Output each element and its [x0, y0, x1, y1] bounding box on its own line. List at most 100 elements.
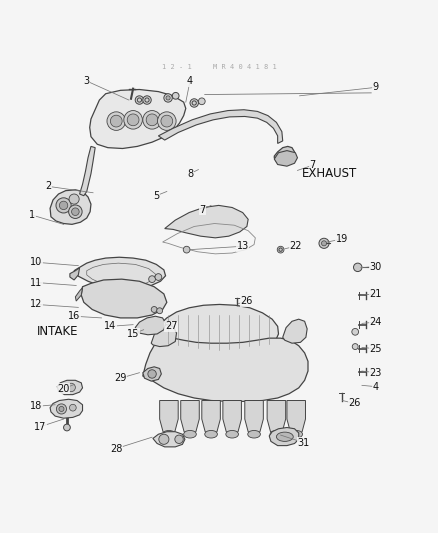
- Text: 27: 27: [164, 321, 177, 332]
- Polygon shape: [142, 338, 307, 401]
- Polygon shape: [180, 400, 199, 436]
- Polygon shape: [274, 151, 297, 166]
- Text: 16: 16: [68, 311, 80, 321]
- Ellipse shape: [289, 431, 302, 438]
- Text: 23: 23: [368, 368, 381, 378]
- Text: 7: 7: [199, 205, 205, 215]
- Text: 29: 29: [114, 373, 126, 383]
- Circle shape: [67, 383, 75, 392]
- Polygon shape: [164, 205, 247, 238]
- Circle shape: [146, 114, 158, 126]
- Polygon shape: [158, 110, 282, 143]
- Circle shape: [68, 205, 82, 219]
- Circle shape: [71, 208, 79, 215]
- Circle shape: [148, 370, 156, 378]
- Circle shape: [351, 344, 357, 350]
- Polygon shape: [135, 316, 165, 335]
- Text: 30: 30: [368, 262, 381, 271]
- Text: 1: 1: [29, 210, 35, 220]
- Circle shape: [135, 96, 143, 104]
- Polygon shape: [223, 400, 241, 436]
- Polygon shape: [75, 288, 82, 301]
- Polygon shape: [89, 90, 185, 149]
- Circle shape: [318, 238, 328, 248]
- Circle shape: [151, 306, 157, 312]
- Polygon shape: [79, 147, 95, 196]
- Text: 1 2 - 1     M R 4 0 4 1 8 1: 1 2 - 1 M R 4 0 4 1 8 1: [162, 64, 276, 70]
- Text: 15: 15: [127, 329, 139, 339]
- Text: 13: 13: [236, 241, 248, 251]
- Circle shape: [198, 98, 205, 104]
- Circle shape: [142, 110, 161, 129]
- Circle shape: [353, 263, 361, 271]
- Text: 26: 26: [240, 296, 252, 306]
- Circle shape: [161, 115, 172, 127]
- Polygon shape: [266, 400, 285, 436]
- Circle shape: [142, 96, 151, 104]
- Text: 7: 7: [308, 160, 314, 171]
- Circle shape: [59, 201, 67, 209]
- Text: 21: 21: [368, 289, 381, 299]
- Polygon shape: [274, 147, 294, 165]
- Polygon shape: [151, 325, 176, 346]
- Circle shape: [157, 112, 176, 131]
- Circle shape: [172, 92, 179, 99]
- Polygon shape: [286, 400, 305, 436]
- Polygon shape: [142, 367, 161, 381]
- Polygon shape: [201, 400, 220, 436]
- Polygon shape: [154, 304, 278, 355]
- Circle shape: [59, 407, 64, 411]
- Polygon shape: [268, 427, 298, 446]
- Ellipse shape: [183, 431, 196, 438]
- Text: 12: 12: [30, 300, 42, 310]
- Polygon shape: [152, 432, 184, 447]
- Text: 9: 9: [371, 83, 378, 92]
- Text: 11: 11: [30, 278, 42, 287]
- Ellipse shape: [247, 431, 260, 438]
- Ellipse shape: [204, 431, 217, 438]
- Text: 20: 20: [57, 384, 70, 394]
- Polygon shape: [244, 400, 263, 436]
- Text: INTAKE: INTAKE: [36, 325, 78, 338]
- Text: 4: 4: [371, 382, 378, 392]
- Text: 3: 3: [84, 76, 90, 86]
- Circle shape: [277, 246, 283, 253]
- Circle shape: [69, 194, 79, 204]
- Polygon shape: [57, 380, 82, 394]
- Circle shape: [321, 241, 326, 246]
- Circle shape: [166, 96, 170, 100]
- Text: 2: 2: [46, 181, 52, 191]
- Polygon shape: [282, 319, 307, 343]
- Text: 18: 18: [30, 401, 42, 411]
- Polygon shape: [74, 257, 165, 289]
- Text: 25: 25: [368, 344, 381, 354]
- Ellipse shape: [279, 152, 289, 158]
- Text: 26: 26: [347, 399, 360, 408]
- Circle shape: [183, 246, 190, 253]
- Circle shape: [351, 328, 358, 335]
- Text: 31: 31: [297, 438, 309, 448]
- Polygon shape: [81, 279, 166, 318]
- Circle shape: [69, 405, 76, 411]
- Polygon shape: [70, 268, 79, 280]
- Text: 14: 14: [103, 321, 116, 332]
- Circle shape: [148, 276, 155, 282]
- Text: 22: 22: [289, 241, 301, 251]
- Text: 4: 4: [187, 76, 193, 86]
- Circle shape: [110, 115, 122, 127]
- Text: 5: 5: [153, 191, 159, 201]
- Circle shape: [155, 273, 161, 280]
- Text: 19: 19: [335, 234, 347, 244]
- Circle shape: [156, 308, 162, 314]
- Ellipse shape: [269, 431, 282, 438]
- Text: 8: 8: [187, 169, 193, 179]
- Ellipse shape: [162, 431, 175, 438]
- Circle shape: [163, 94, 172, 102]
- Ellipse shape: [276, 432, 293, 441]
- Text: 10: 10: [30, 257, 42, 267]
- Circle shape: [56, 404, 67, 414]
- Text: EXHAUST: EXHAUST: [301, 167, 356, 180]
- Text: 17: 17: [34, 422, 46, 432]
- Ellipse shape: [225, 431, 238, 438]
- Circle shape: [159, 434, 169, 445]
